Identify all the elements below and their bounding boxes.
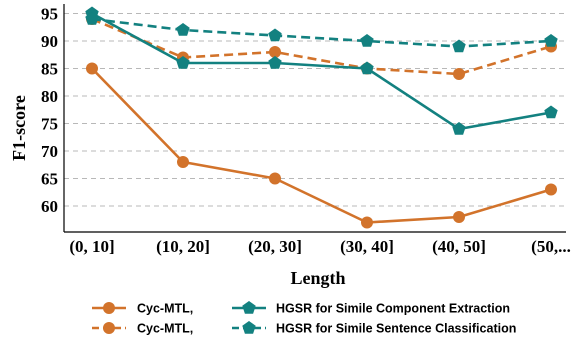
data-point <box>269 46 281 58</box>
x-tick-label: (50,... <box>531 237 571 256</box>
y-tick-label: 90 <box>41 32 58 51</box>
data-point <box>544 34 558 47</box>
legend-swatch-marker <box>103 302 115 314</box>
data-point <box>453 211 465 223</box>
series-line <box>91 17 552 76</box>
y-tick-label: 60 <box>41 197 58 216</box>
legend-swatch-marker <box>103 322 115 334</box>
data-point <box>85 12 99 25</box>
data-point <box>452 39 466 53</box>
y-tick-label: 65 <box>41 170 58 189</box>
series-line <box>91 17 552 48</box>
legend-entry: HGSR for Simile Component Extraction <box>276 302 510 316</box>
x-tick-label: (30, 40] <box>340 237 394 256</box>
legend-swatch-marker <box>242 321 256 334</box>
data-point <box>360 34 374 47</box>
legend-entry: Cyc-MTL, <box>137 322 193 336</box>
y-axis-label: F1-score <box>9 95 29 161</box>
axes <box>63 4 566 233</box>
x-tick-label: (20, 30] <box>248 237 302 256</box>
y-tick-label: 70 <box>41 142 58 161</box>
data-point <box>544 105 558 119</box>
data-point <box>86 62 98 75</box>
data-point <box>177 156 189 168</box>
series-line <box>91 12 552 131</box>
x-tick-label: (0, 10] <box>69 237 114 256</box>
y-tick-label: 80 <box>41 87 58 106</box>
legend-entry: Cyc-MTL, <box>137 302 193 316</box>
legend: Cyc-MTL, Cyc-MTL, HGSR for Simile Componen… <box>92 301 516 336</box>
x-tick-label: (10, 20] <box>156 237 210 256</box>
series-group <box>85 6 558 229</box>
data-point <box>453 68 465 80</box>
data-point <box>452 122 466 135</box>
data-point <box>268 28 282 42</box>
y-tick-label: 95 <box>41 5 58 24</box>
data-point <box>176 56 190 69</box>
series-line <box>91 67 552 224</box>
data-point <box>268 56 282 69</box>
data-point <box>360 61 374 75</box>
x-axis-label: Length <box>290 268 345 288</box>
legend-entry: HGSR for Simile Sentence Classification <box>276 322 516 336</box>
data-point <box>176 23 190 36</box>
data-point <box>545 183 557 196</box>
y-tick-label: 75 <box>41 115 58 134</box>
y-tick-label: 85 <box>41 60 58 79</box>
grid-lines <box>64 13 566 207</box>
data-point <box>269 172 281 185</box>
x-tick-label: (40, 50] <box>432 237 486 256</box>
legend-swatch-marker <box>242 301 256 314</box>
tick-labels: 60 65 70 75 80 85 90 95 (0, 10] (10, 20] (20, 30] (… <box>41 5 571 257</box>
data-point <box>361 216 373 229</box>
